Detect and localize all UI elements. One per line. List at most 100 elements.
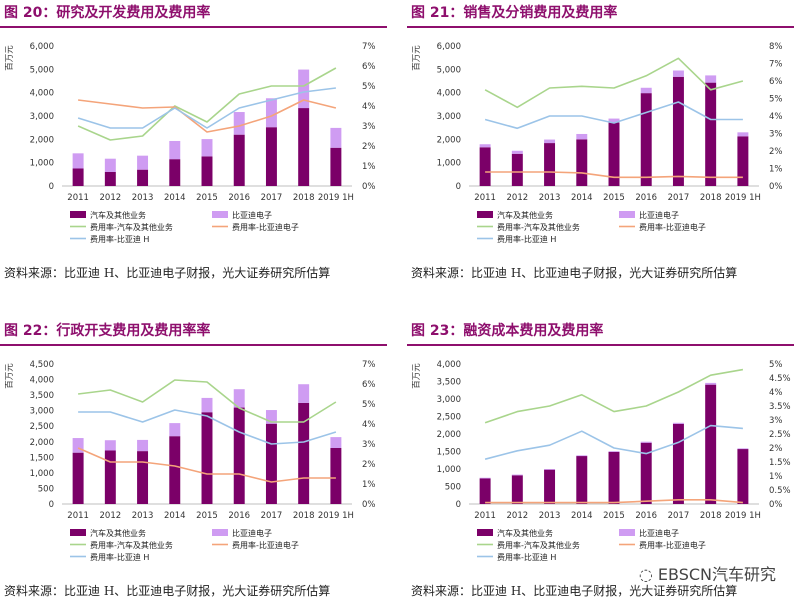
source-note: 资料来源：比亚迪 H、比亚迪电子财报，光大证券研究所估算 xyxy=(4,266,331,280)
y-tick-label: 2,500 xyxy=(30,422,54,432)
y2-tick-label: 5% xyxy=(769,95,783,105)
y2-tick-label: 4.5% xyxy=(769,374,791,384)
y2-tick-label: 1% xyxy=(769,472,783,482)
x-tick-label: 2014 xyxy=(164,193,186,203)
chart-panel-fig21: 图 21：销售及分销费用及费用率 百万元 0 1,000 2,000 3,000 4,00… xyxy=(407,0,794,280)
y-tick-label: 0 xyxy=(49,182,54,192)
y2-tick-label: 0% xyxy=(362,182,376,192)
source-note: 资料来源：比亚迪 H、比亚迪电子财报，光大证券研究所估算 xyxy=(411,266,738,280)
y2-tick-label: 0% xyxy=(769,500,783,510)
bar-auto xyxy=(511,475,523,504)
bar-electronics xyxy=(705,382,717,385)
y-tick-label: 1,000 xyxy=(437,465,461,475)
legend-label: 费用率-汽车及其他业务 xyxy=(90,222,173,232)
bar-electronics xyxy=(137,439,149,452)
x-tick-label: 2019 1H xyxy=(318,193,354,203)
x-tick-label: 2015 xyxy=(603,511,625,521)
bar-auto xyxy=(233,407,245,504)
bar-electronics xyxy=(201,139,213,157)
x-tick-label: 2011 xyxy=(67,193,89,203)
figure-header: 图 23：融资成本费用及费用率 xyxy=(407,318,794,346)
bar-auto xyxy=(330,147,342,186)
x-tick-label: 2011 xyxy=(474,511,496,521)
bar-auto xyxy=(608,451,620,504)
bar-auto xyxy=(672,76,684,186)
y2-tick-label: 8% xyxy=(769,42,783,52)
bar-electronics xyxy=(298,69,310,109)
y2-tick-label: 0% xyxy=(362,500,376,510)
chart-svg: 百万元 0 500 1,000 1,500 2,000 2,500 3,000 3,500 4,0… xyxy=(5,360,376,562)
bar-auto xyxy=(737,449,749,504)
y-tick-label: 1,000 xyxy=(30,159,54,169)
bar-electronics xyxy=(511,474,523,476)
legend-swatch xyxy=(212,211,228,218)
bar-auto xyxy=(104,450,116,504)
legend-label: 费用率-汽车及其他业务 xyxy=(90,540,173,550)
legend-label: 费用率-汽车及其他业务 xyxy=(497,222,580,232)
line-rate-auto xyxy=(77,67,337,141)
y-tick-label: 2,000 xyxy=(30,438,54,448)
x-tick-label: 2018 xyxy=(700,511,722,521)
bar-electronics xyxy=(672,70,684,77)
bar-auto xyxy=(265,423,277,504)
legend-label: 比亚迪电子 xyxy=(639,528,679,538)
x-tick-label: 2017 xyxy=(668,193,690,203)
legend-swatch xyxy=(212,529,228,536)
y-tick-label: 4,500 xyxy=(30,360,54,370)
x-tick-label: 2012 xyxy=(507,193,529,203)
x-tick-label: 2012 xyxy=(507,511,529,521)
bar-auto xyxy=(608,122,620,186)
line-rate-byd-h xyxy=(484,424,743,460)
y-tick-label: 3,000 xyxy=(30,407,54,417)
legend-label: 费用率-比亚迪电子 xyxy=(232,222,299,232)
figure-header: 图 20：研究及开发费用及费用率 xyxy=(0,0,387,28)
y2-tick-label: 3% xyxy=(362,122,376,132)
bar-electronics xyxy=(737,132,749,137)
legend-label: 费用率-比亚迪 H xyxy=(497,234,556,244)
x-tick-label: 2015 xyxy=(603,193,625,203)
legend-swatch xyxy=(619,211,635,218)
y-tick-label: 6,000 xyxy=(30,42,54,52)
x-tick-label: 2014 xyxy=(571,511,593,521)
y-axis-label: 百万元 xyxy=(5,363,15,389)
x-tick-label: 2013 xyxy=(539,193,561,203)
bar-electronics xyxy=(169,423,181,437)
x-tick-label: 2015 xyxy=(196,511,218,521)
watermark: ◌ EBSCN汽车研究 xyxy=(639,561,776,585)
bar-electronics xyxy=(330,127,342,148)
line-rate-auto xyxy=(484,368,744,424)
legend-label: 费用率-比亚迪电子 xyxy=(232,540,299,550)
y-tick-label: 4,000 xyxy=(437,360,461,370)
bar-auto xyxy=(233,134,245,186)
y-tick-label: 3,500 xyxy=(30,391,54,401)
bar-auto xyxy=(705,82,717,186)
y2-tick-label: 1% xyxy=(362,162,376,172)
bar-auto xyxy=(298,402,310,504)
y2-tick-label: 2% xyxy=(362,142,376,152)
y2-tick-label: 1% xyxy=(362,480,376,490)
legend-label: 费用率-比亚迪 H xyxy=(90,552,149,562)
chart-panel-fig20: 图 20：研究及开发费用及费用率 百万元 0 1,000 2,000 3,000 4,00… xyxy=(0,0,387,280)
x-tick-label: 2018 xyxy=(700,193,722,203)
y2-tick-label: 4% xyxy=(769,112,783,122)
bar-auto xyxy=(672,423,684,504)
legend-label: 费用率-比亚迪电子 xyxy=(639,222,706,232)
bar-auto xyxy=(640,93,652,186)
x-tick-label: 2015 xyxy=(196,193,218,203)
bar-electronics xyxy=(640,441,652,443)
legend-label: 比亚迪电子 xyxy=(639,210,679,220)
x-tick-label: 2017 xyxy=(668,511,690,521)
y2-tick-label: 5% xyxy=(769,360,783,370)
chart-panel-fig23: 图 23：融资成本费用及费用率 百万元 0 500 1,000 1,500 2,000 2,… xyxy=(407,318,794,598)
bar-electronics xyxy=(672,422,684,424)
bar-electronics xyxy=(298,384,310,403)
wechat-icon: ◌ xyxy=(638,565,653,584)
x-tick-label: 2012 xyxy=(100,511,122,521)
y2-tick-label: 2% xyxy=(362,460,376,470)
legend-swatch xyxy=(70,211,86,218)
x-tick-label: 2019 1H xyxy=(725,193,761,203)
y-tick-label: 2,000 xyxy=(437,135,461,145)
chart-title: 图 21：销售及分销费用及费用率 xyxy=(411,5,618,21)
x-tick-label: 2013 xyxy=(132,511,154,521)
x-tick-label: 2017 xyxy=(261,511,283,521)
